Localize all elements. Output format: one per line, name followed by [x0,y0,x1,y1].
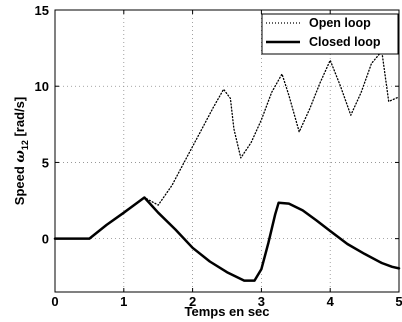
y-axis-label: Speed ω12 [rad/s] [12,97,30,205]
y-axis-label-unit: [rad/s] [12,97,27,140]
y-tick-label: 15 [35,3,49,18]
y-tick-label: 0 [42,232,49,247]
y-tick-label: 5 [42,155,49,170]
series-line-closed-loop [53,196,401,282]
y-axis-label-main: Speed [12,163,27,206]
plot-frame [54,9,400,293]
legend: Open loop Closed loop [261,13,399,55]
x-tick-label: 2 [189,294,196,309]
y-tick-label: 10 [35,79,49,94]
x-tick-label: 0 [51,294,58,309]
y-axis-label-symbol: ω [13,150,28,163]
x-tick-label: 3 [258,294,265,309]
x-tick-label: 5 [395,294,402,309]
series-line-open-loop [54,50,400,240]
series-layer [53,50,401,282]
plot-area [55,10,399,292]
y-axis-label-subscript: 12 [20,140,30,150]
legend-label-closed-loop: Closed loop [309,35,381,49]
x-tick-label: 1 [120,294,127,309]
ticks: 0 1 2 3 4 5 0 5 10 15 [35,3,402,309]
x-tick-label: 4 [327,294,335,309]
legend-box [261,13,399,55]
legend-label-open-loop: Open loop [309,16,371,30]
x-axis-label: Temps en sec [184,304,269,319]
